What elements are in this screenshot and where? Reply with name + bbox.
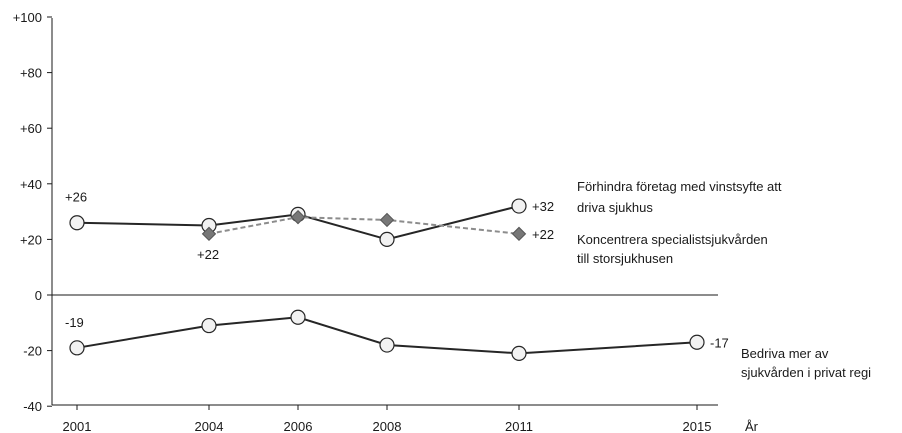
x-tick-label: 2015 — [683, 419, 712, 433]
x-tick-labels: 2001 2004 2006 2008 2011 2015 — [63, 405, 712, 433]
series-3-name-line-1: Bedriva mer av — [741, 346, 829, 361]
y-tick-label: 0 — [35, 288, 42, 303]
series-3-name-line-2: sjukvården i privat regi — [741, 365, 871, 380]
x-tick-label: 2004 — [195, 419, 224, 433]
x-tick-label: 2006 — [284, 419, 313, 433]
x-axis-label: År — [745, 419, 759, 433]
data-point — [511, 345, 527, 361]
series-3-start-label: -19 — [65, 315, 84, 330]
y-tick-label: +40 — [20, 177, 42, 192]
series-3 — [69, 309, 705, 361]
data-point — [379, 231, 395, 247]
y-tick-label: +60 — [20, 121, 42, 136]
data-point — [511, 226, 527, 242]
axes — [51, 18, 718, 406]
data-point — [379, 212, 395, 228]
y-tick-label: -20 — [23, 344, 42, 359]
data-point — [689, 334, 705, 350]
series-1-name-line-2: driva sjukhus — [577, 200, 653, 215]
data-point — [290, 209, 306, 225]
data-point — [201, 317, 217, 334]
y-tick-label: +20 — [20, 232, 42, 247]
data-point — [69, 215, 85, 231]
y-tick-label: +80 — [20, 66, 42, 81]
series-2-end-label: +22 — [532, 227, 554, 242]
data-point — [379, 337, 395, 353]
series-line — [76, 316, 698, 355]
series-1-name-line-1: Förhindra företag med vinstsyfte att — [577, 179, 782, 194]
y-tick-label: +100 — [13, 10, 42, 25]
data-point — [201, 226, 217, 242]
series-layer — [69, 198, 705, 361]
series-2-start-label: +22 — [197, 247, 219, 262]
data-point — [511, 198, 527, 214]
series-1-end-label: +32 — [532, 199, 554, 214]
series-2-name-line-2: till storsjukhusen — [577, 251, 673, 266]
data-point — [290, 309, 306, 325]
x-tick-label: 2008 — [373, 419, 402, 433]
y-tick-label: -40 — [23, 399, 42, 414]
series-2 — [201, 209, 527, 242]
series-3-end-label: -17 — [710, 335, 729, 350]
series-1-start-label: +26 — [65, 190, 87, 205]
data-point — [69, 340, 85, 356]
label-layer: +26 +32 Förhindra företag med vinstsyfte a… — [65, 179, 871, 380]
y-tick-labels: +100 +80 +60 +40 +20 0 -20 -40 — [13, 10, 52, 414]
x-tick-label: 2001 — [63, 419, 92, 433]
series-2-name-line-1: Koncentrera specialistsjukvården — [577, 232, 768, 247]
x-tick-label: 2011 — [505, 419, 533, 433]
